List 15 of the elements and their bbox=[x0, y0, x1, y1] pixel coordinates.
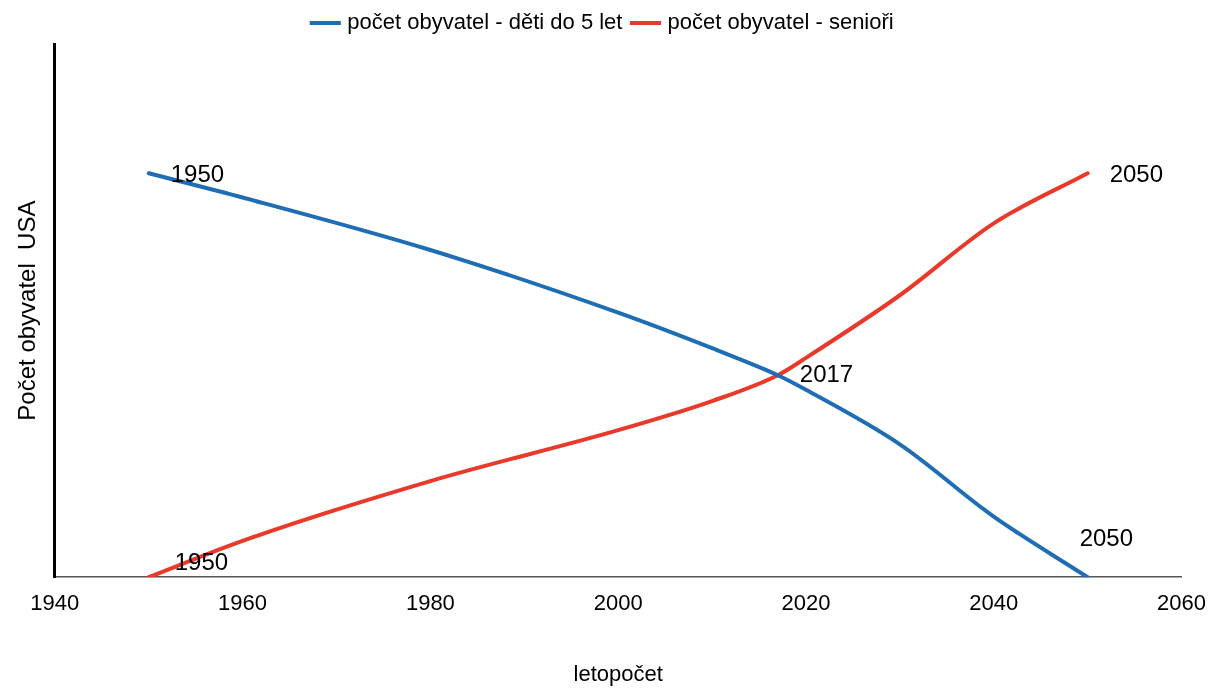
legend-label: počet obyvatel - senioři bbox=[667, 9, 894, 35]
annotation: 2050 bbox=[1079, 523, 1134, 551]
y-axis-title: Počet obyvatel USA bbox=[13, 200, 41, 421]
annotation: 2050 bbox=[1109, 159, 1164, 187]
x-tick-label: 2040 bbox=[969, 590, 1019, 616]
x-axis-title: letopočet bbox=[573, 660, 663, 686]
legend-label: počet obyvatel - děti do 5 let bbox=[347, 9, 623, 35]
x-tick-label: 2060 bbox=[1157, 590, 1207, 616]
annotation: 1950 bbox=[170, 159, 225, 187]
annotation: 2017 bbox=[799, 359, 854, 387]
x-tick-label: 2000 bbox=[593, 590, 643, 616]
x-tick-label: 1960 bbox=[218, 590, 268, 616]
x-tick-label: 2020 bbox=[781, 590, 831, 616]
x-tick-label: 1940 bbox=[30, 590, 80, 616]
x-tick-label: 1980 bbox=[405, 590, 455, 616]
